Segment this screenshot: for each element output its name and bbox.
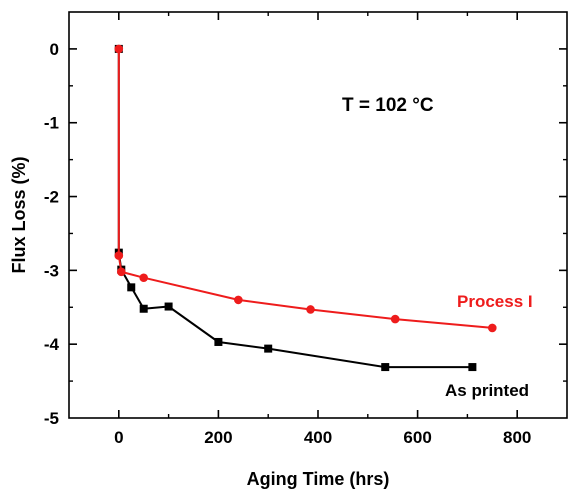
x-tick-label: 800 <box>503 428 531 447</box>
data-point-as-printed <box>264 344 273 353</box>
axis-tick-labels: 0 200 400 600 800 0 -1 -2 -3 -4 -5 <box>44 40 532 447</box>
x-tick-label: 0 <box>114 428 123 447</box>
data-point-as-printed <box>214 337 223 346</box>
y-tick-label: -2 <box>44 188 59 207</box>
x-tick-label: 200 <box>204 428 232 447</box>
x-tick-label: 400 <box>304 428 332 447</box>
data-point-process-i <box>306 305 315 314</box>
y-tick-label: -1 <box>44 114 59 133</box>
y-tick-label: 0 <box>50 40 59 59</box>
data-point-as-printed <box>127 283 136 292</box>
data-point-as-printed <box>468 363 477 372</box>
data-point-process-i <box>139 273 148 283</box>
x-tick-label: 600 <box>403 428 431 447</box>
series-label-process-i: Process I <box>457 292 533 311</box>
data-point-process-i <box>390 314 400 324</box>
y-tick-label: -4 <box>44 335 60 354</box>
data-point-as-printed <box>139 304 148 313</box>
data-point-process-i <box>234 295 243 305</box>
y-tick-label: -5 <box>44 409 59 428</box>
series-layer <box>114 44 497 372</box>
temperature-annotation: T = 102 °C <box>342 95 434 116</box>
data-point-as-printed <box>164 302 173 311</box>
axis-ticks <box>69 12 567 418</box>
y-tick-label: -3 <box>44 261 59 280</box>
series-line-process-i <box>117 48 493 329</box>
data-point-process-i <box>114 44 124 54</box>
data-point-process-i <box>114 251 124 260</box>
series-label-as-printed: As printed <box>445 381 529 400</box>
y-axis-label: Flux Loss (%) <box>9 156 29 273</box>
data-point-process-i <box>488 323 497 333</box>
data-point-process-i <box>116 267 126 277</box>
data-point-as-printed <box>381 363 390 372</box>
x-axis-label: Aging Time (hrs) <box>247 469 390 489</box>
